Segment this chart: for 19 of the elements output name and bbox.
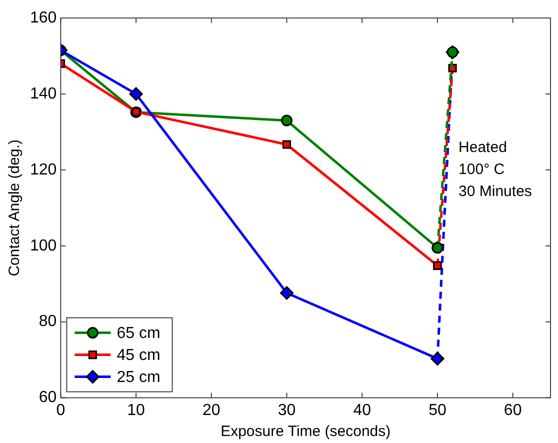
x-tick-label: 40 <box>353 402 372 419</box>
y-tick-label: 60 <box>38 389 57 406</box>
legend-label: 25 cm <box>116 369 160 386</box>
y-tick-label: 80 <box>38 313 57 330</box>
x-tick-label: 30 <box>278 402 296 419</box>
legend-label: 45 cm <box>116 347 160 364</box>
x-tick-label: 10 <box>127 402 146 419</box>
y-tick-label: 140 <box>30 85 57 102</box>
y-tick-label: 100 <box>30 237 57 254</box>
legend-label: 65 cm <box>116 325 160 342</box>
x-axis-title: Exposure Time (seconds) <box>220 423 391 440</box>
x-tick-label: 0 <box>56 402 66 419</box>
y-axis-title: Contact Angle (deg.) <box>6 140 24 276</box>
x-tick-label: 50 <box>428 402 446 419</box>
y-tick-label: 160 <box>30 9 57 26</box>
y-tick-label: 120 <box>30 161 57 178</box>
annotation: Heated 100° C 30 Minutes <box>458 139 532 200</box>
x-tick-label: 60 <box>504 402 522 419</box>
x-tick-label: 20 <box>202 402 220 419</box>
